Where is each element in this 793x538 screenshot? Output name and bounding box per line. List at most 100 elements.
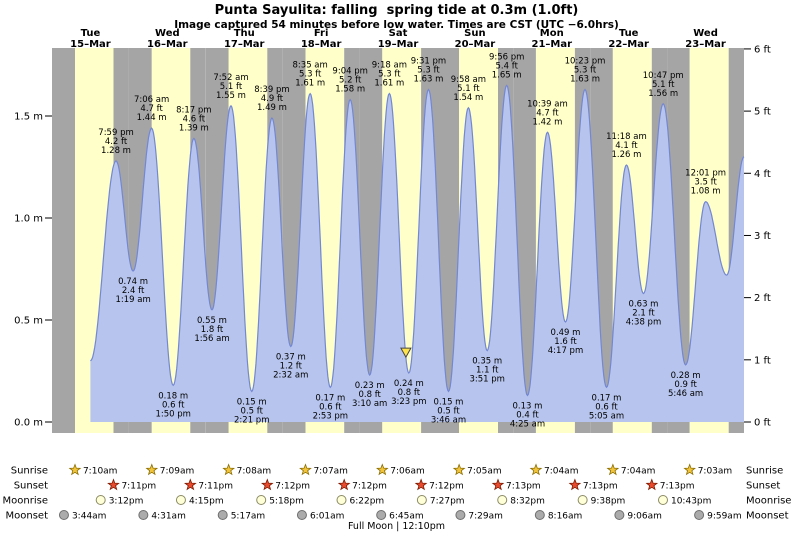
tide-label-line: 5:05 am: [589, 411, 624, 421]
sunset-time: 7:11pm: [121, 482, 156, 492]
tide-label-line: 1.61 m: [374, 79, 404, 89]
row-label-sunrise-right: Sunrise: [746, 466, 783, 477]
axis-label-right: 6 ft: [754, 44, 771, 55]
tide-low-label: 0.15 m0.5 ft2:21 pm: [234, 397, 269, 425]
moonset-time: 3:44am: [72, 512, 107, 522]
tide-label-line: 1.54 m: [453, 93, 483, 103]
tide-low-label: 0.17 m0.6 ft2:53 pm: [313, 393, 348, 421]
tide-label-line: 0.9 ft: [674, 380, 697, 390]
tide-label-line: 8:35 am: [293, 61, 328, 71]
sunrise-icon: [222, 463, 235, 476]
tide-low-label: 0.74 m2.4 ft1:19 am: [115, 277, 150, 305]
tide-high-label: 9:04 pm5.2 ft1.58 m: [332, 67, 367, 95]
moonset-time: 5:17am: [231, 512, 266, 522]
tide-label-line: 9:56 pm: [489, 52, 524, 62]
tide-label-line: 0.24 m: [394, 379, 424, 389]
tide-label-line: 10:47 pm: [643, 71, 684, 81]
tide-label-line: 0.17 m: [315, 393, 345, 403]
moonrise-time: 7:27pm: [430, 497, 465, 507]
tide-high-label: 7:52 am5.1 ft1.55 m: [213, 73, 248, 101]
tide-high-label: 8:17 pm4.6 ft1.39 m: [176, 105, 211, 133]
tide-high-label: 11:18 am4.1 ft1.26 m: [606, 132, 647, 160]
tide-high-label: 10:23 pm5.3 ft1.63 m: [565, 56, 606, 84]
tide-label-line: 5:46 am: [668, 389, 703, 399]
tide-high-label: 9:31 pm5.3 ft1.63 m: [411, 56, 446, 84]
day-header-date: 21–Mar: [532, 39, 573, 50]
moonrise-time: 4:15pm: [189, 497, 224, 507]
tide-label-line: 1.08 m: [691, 187, 721, 197]
day-header-dow: Sun: [464, 28, 485, 39]
tide-label-line: 0.18 m: [158, 391, 188, 401]
moonrise-icon: [497, 495, 508, 505]
tide-label-line: 1.63 m: [414, 74, 444, 84]
tide-label-line: 0.6 ft: [162, 400, 185, 410]
tide-high-label: 10:39 am4.7 ft1.42 m: [527, 99, 568, 127]
tide-label-line: 9:31 pm: [411, 56, 446, 66]
tide-label-line: 3:51 pm: [469, 375, 504, 385]
moonset-icon: [614, 510, 625, 520]
row-label-sunrise-left: Sunrise: [11, 466, 48, 477]
day-header-dow: Mon: [540, 28, 564, 39]
day-header-dow: Tue: [81, 28, 101, 39]
tide-label-line: 4:17 pm: [548, 346, 583, 356]
axis-label-left: 1.5 m: [14, 112, 43, 123]
tide-label-line: 7:59 pm: [98, 128, 133, 138]
sunrise-time: 7:04am: [621, 467, 656, 477]
sunset-icon: [491, 478, 505, 491]
axis-label-right: 2 ft: [754, 293, 771, 304]
day-header-date: 16–Mar: [147, 39, 188, 50]
sunrise-time: 7:07am: [313, 467, 348, 477]
tide-low-label: 0.49 m1.6 ft4:17 pm: [548, 328, 583, 356]
sunrise-time: 7:04am: [544, 467, 579, 477]
tide-low-label: 0.13 m0.4 ft4:25 am: [510, 401, 545, 429]
moonset-icon: [694, 510, 705, 520]
moonrise-time: 8:32pm: [510, 497, 545, 507]
tide-label-line: 3:23 pm: [391, 397, 426, 407]
tide-high-label: 10:47 pm5.1 ft1.56 m: [643, 71, 684, 99]
tide-label-line: 9:18 am: [372, 61, 407, 71]
tide-label-line: 0.6 ft: [319, 402, 342, 412]
day-header-date: 19–Mar: [378, 39, 419, 50]
tide-label-line: 7:52 am: [213, 73, 248, 83]
sunset-time: 7:11pm: [198, 482, 233, 492]
axis-label-left: 0.5 m: [14, 316, 43, 327]
day-header-dow: Fri: [314, 28, 329, 39]
row-label-moonrise-right: Moonrise: [746, 496, 791, 507]
tide-label-line: 0.37 m: [276, 353, 306, 363]
sunset-icon: [414, 478, 428, 491]
tide-low-label: 0.17 m0.6 ft5:05 am: [589, 393, 624, 421]
tide-label-line: 2:21 pm: [234, 415, 269, 425]
tide-label-line: 5.1 ft: [457, 84, 480, 94]
tide-label-line: 4.2 ft: [105, 137, 128, 147]
tide-label-line: 0.15 m: [237, 397, 267, 407]
chart-title: Punta Sayulita: falling spring tide at 0…: [214, 3, 579, 18]
sunrise-icon: [299, 463, 312, 476]
axis-label-right: 5 ft: [754, 107, 771, 118]
tide-label-line: 4.7 ft: [140, 104, 163, 114]
row-label-moonset-right: Moonset: [746, 511, 789, 522]
tide-curve-fill: [90, 85, 744, 423]
tide-low-label: 0.55 m1.8 ft1:56 am: [194, 316, 229, 344]
moonset-time: 8:16am: [548, 512, 583, 522]
tide-label-line: 2.1 ft: [632, 308, 655, 318]
tide-label-line: 5.3 ft: [574, 65, 597, 75]
sunrise-icon: [529, 463, 543, 476]
tide-label-line: 5.4 ft: [496, 61, 519, 71]
moonrise-time: 3:12pm: [109, 497, 144, 507]
tide-label-line: 5.1 ft: [220, 82, 243, 92]
tide-label-line: 1.55 m: [216, 91, 246, 101]
sunset-icon: [184, 478, 197, 491]
tide-label-line: 5.3 ft: [378, 70, 401, 80]
sunset-icon: [261, 478, 274, 491]
day-header-date: 17–Mar: [224, 39, 265, 50]
tide-label-line: 7:06 am: [134, 95, 169, 105]
tide-label-line: 0.13 m: [513, 401, 543, 411]
sunset-icon: [107, 478, 120, 491]
sunset-icon: [645, 478, 659, 491]
axis-label-left: 1.0 m: [14, 214, 43, 225]
moonrise-icon: [657, 495, 668, 505]
moonrise-time: 9:38pm: [591, 497, 626, 507]
sunset-time: 7:12pm: [352, 482, 387, 492]
tide-high-label: 9:56 pm5.4 ft1.65 m: [489, 52, 524, 80]
tide-label-line: 5.2 ft: [339, 76, 362, 86]
